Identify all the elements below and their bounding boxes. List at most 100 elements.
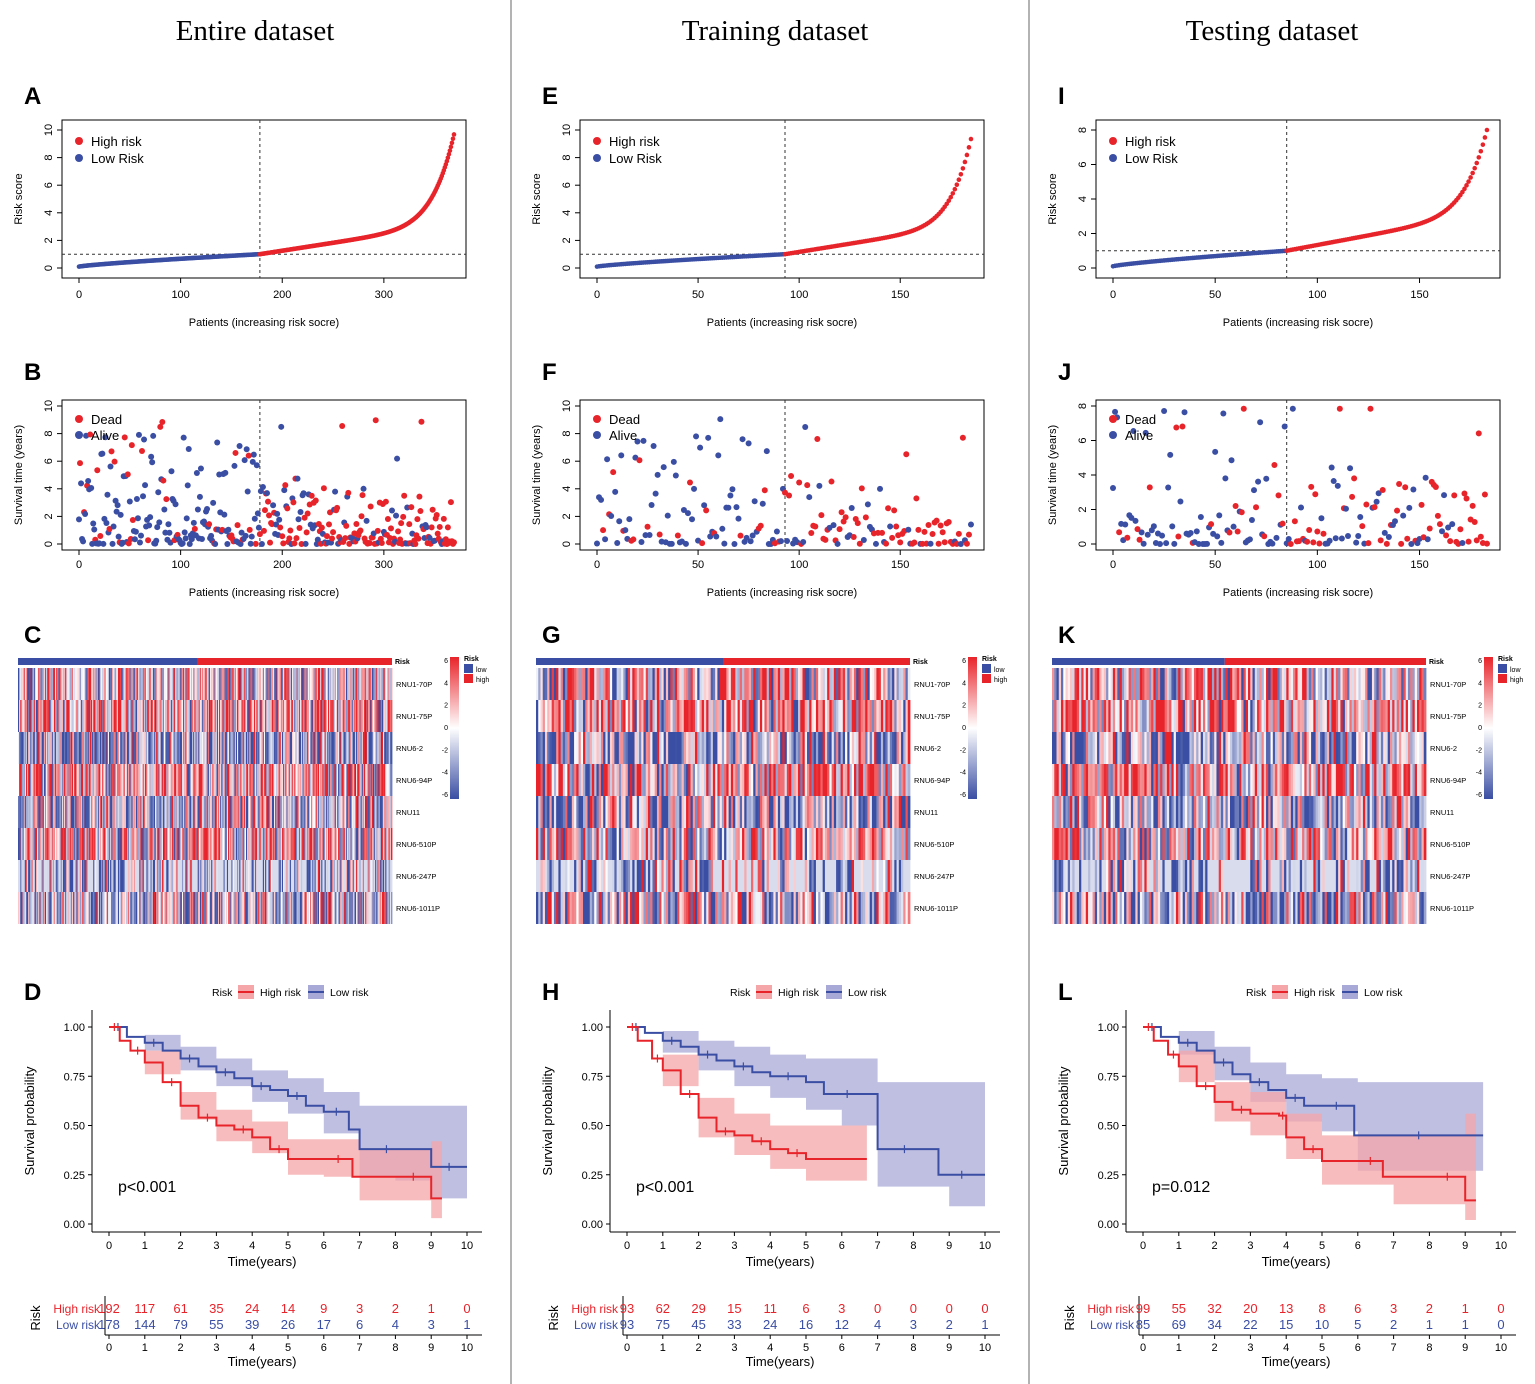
heatmap-cell <box>192 668 194 700</box>
heatmap-cell <box>229 828 231 860</box>
dead-point <box>111 458 118 465</box>
heatmap-cell <box>193 764 195 796</box>
heatmap-cell <box>139 732 141 764</box>
alive-point <box>137 532 144 539</box>
heatmap-cell <box>198 700 201 732</box>
heatmap-cell <box>318 732 321 764</box>
panel-letter: E <box>542 83 558 110</box>
heatmap-cell <box>388 668 391 700</box>
heatmap-cell <box>193 828 195 860</box>
heatmap-cell <box>83 764 85 796</box>
high-risk-point <box>450 136 456 142</box>
heatmap-cell <box>369 764 372 796</box>
heatmap-cell <box>212 700 214 732</box>
heatmap-cell <box>61 668 64 700</box>
heatmap-cell <box>244 764 247 796</box>
heatmap-cell <box>254 764 257 796</box>
heatmap-cell <box>347 764 349 796</box>
heatmap-risk-label: Risk <box>395 659 410 666</box>
heatmap-cell <box>193 732 195 764</box>
heatmap-cell <box>98 732 101 764</box>
heatmap-cell <box>159 796 162 828</box>
heatmap-cell <box>114 828 117 860</box>
heatmap-cell <box>75 732 77 764</box>
heatmap-cell <box>115 700 118 732</box>
heatmap-cell <box>106 796 109 828</box>
legend-alive-label: Alive <box>91 428 119 443</box>
heatmap-cell <box>211 764 213 796</box>
heatmap-cell <box>79 828 82 860</box>
heatmap-cell <box>357 764 359 796</box>
heatmap-cell <box>160 764 163 796</box>
heatmap-cell <box>87 668 90 700</box>
heatmap-cell <box>57 668 59 700</box>
heatmap-cell <box>310 732 312 764</box>
alive-point <box>608 512 615 519</box>
heatmap-cell <box>224 764 227 796</box>
alive-point <box>253 462 260 469</box>
heatmap-cell <box>290 668 293 700</box>
heatmap-cell <box>269 732 272 764</box>
heatmap-cell <box>308 700 311 732</box>
heatmap-cell <box>237 764 239 796</box>
heatmap-cell <box>261 700 264 732</box>
dead-point <box>630 536 637 543</box>
heatmap-cell <box>224 668 227 700</box>
heatmap-cell <box>84 732 86 764</box>
dead-point <box>959 434 966 441</box>
heatmap-cell <box>139 796 141 828</box>
heatmap-cell <box>311 732 313 764</box>
heatmap-cell <box>115 796 118 828</box>
heatmap-cell <box>196 828 199 860</box>
alive-point <box>729 486 736 493</box>
heatmap-cell <box>341 764 343 796</box>
heatmap-cell <box>293 668 295 700</box>
heatmap-cell <box>232 764 235 796</box>
heatmap-cell <box>170 796 173 828</box>
x-tick-label: 100 <box>171 289 189 301</box>
heatmap-cell <box>151 668 154 700</box>
dead-point <box>963 540 970 547</box>
alive-point <box>800 539 807 546</box>
heatmap-cell <box>390 764 393 796</box>
heatmap-cell <box>66 764 68 796</box>
y-tick-label: 10 <box>43 124 55 136</box>
alive-point <box>654 471 661 478</box>
heatmap-cell <box>61 828 64 860</box>
heatmap-legend-high: high <box>476 677 489 684</box>
heatmap-cell <box>101 828 103 860</box>
dead-point <box>128 442 135 449</box>
heatmap-cell <box>317 732 320 764</box>
high-risk-point <box>968 136 974 142</box>
heatmap-cell <box>285 668 287 700</box>
heatmap-cell <box>148 732 150 764</box>
high-risk-point <box>451 132 457 137</box>
heatmap-cell <box>333 668 336 700</box>
heatmap-cell <box>356 796 358 828</box>
table-x-tick-label: 8 <box>392 1342 398 1354</box>
heatmap-cell <box>230 700 232 732</box>
heatmap-cell <box>97 764 100 796</box>
heatmap-cell <box>283 700 285 732</box>
heatmap-cell <box>98 828 101 860</box>
heatmap-cell <box>268 700 270 732</box>
heatmap-cell <box>137 764 139 796</box>
heatmap-cell <box>95 828 98 860</box>
heatmap-cell <box>61 796 64 828</box>
heatmap-cell <box>107 732 110 764</box>
heatmap-cell <box>78 796 81 828</box>
table-y-label: Risk <box>28 1305 43 1331</box>
heatmap-cell <box>316 732 319 764</box>
heatmap-cell <box>318 796 321 828</box>
heatmap-cell <box>120 796 122 828</box>
heatmap-cell <box>23 700 26 732</box>
heatmap-cell <box>135 700 138 732</box>
heatmap-cell <box>321 796 323 828</box>
alive-point <box>719 525 726 532</box>
heatmap-cell <box>102 732 104 764</box>
alive-point <box>725 504 732 511</box>
heatmap-cell <box>62 668 65 700</box>
heatmap-cell <box>301 764 303 796</box>
heatmap-cell <box>66 796 68 828</box>
